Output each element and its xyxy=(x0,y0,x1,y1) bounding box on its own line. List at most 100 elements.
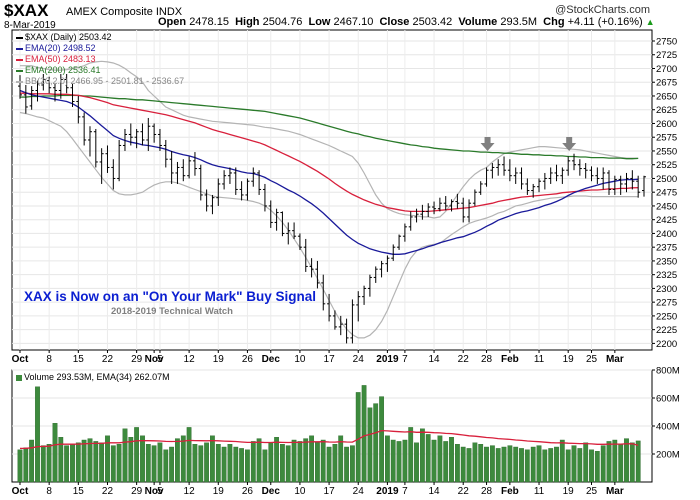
volume-bar xyxy=(355,392,361,483)
volume-bar xyxy=(256,438,262,483)
volume-bar xyxy=(612,439,618,483)
ohlc-bar xyxy=(175,161,180,184)
volume-bar xyxy=(536,445,542,483)
ohlc-bar xyxy=(70,83,75,107)
x-axis-tick-label: Nov xyxy=(145,354,164,365)
ohlc-bar xyxy=(583,163,588,179)
x-axis-tick-label: 11 xyxy=(534,354,545,365)
volume-bar xyxy=(425,434,431,483)
ohlc-bar xyxy=(566,156,571,176)
volume-bar xyxy=(140,435,145,483)
volume-bar xyxy=(180,435,186,483)
vol-x-axis-tick-label: Oct xyxy=(12,486,29,497)
ohlc-bar xyxy=(292,222,297,239)
ohlc-bar xyxy=(315,260,320,289)
volume-bar xyxy=(379,396,384,483)
volume-bar xyxy=(244,449,250,483)
volume-bar xyxy=(128,437,134,483)
price-y-tick-label: 2225 xyxy=(656,325,677,336)
ohlc-bar xyxy=(134,128,139,149)
volume-bar xyxy=(624,438,629,483)
ohlc-bar xyxy=(589,166,594,182)
ohlc-bar xyxy=(181,159,186,182)
volume-bar xyxy=(87,438,93,483)
ohlc-bar xyxy=(367,274,372,297)
ema50-swatch-icon xyxy=(16,58,23,61)
volume-y-axis: 200M 400M 600M 800M xyxy=(652,366,680,461)
volume-bar xyxy=(594,451,600,483)
volume-bar xyxy=(268,442,274,483)
volume-bar xyxy=(559,439,565,483)
ohlc-bar xyxy=(437,197,442,212)
up-arrow-icon: ▲ xyxy=(645,17,655,27)
ohlc-bar xyxy=(618,175,623,195)
price-gridlines xyxy=(12,30,652,350)
volume-ema-line xyxy=(19,429,639,450)
annotation-title: XAX is Now on an "On Your Mark" Buy Sign… xyxy=(24,289,316,304)
signal-arrows xyxy=(480,137,577,151)
x-axis-tick-label: Oct xyxy=(12,354,29,365)
ohlc-bar xyxy=(321,274,326,311)
ohlc-bar xyxy=(286,222,291,245)
ohlc-bar xyxy=(76,95,81,124)
volume-bar xyxy=(198,445,204,483)
x-axis-tick-label: 22 xyxy=(458,354,470,365)
ohlc-bar xyxy=(58,73,63,99)
vol-x-axis-tick-label: Dec xyxy=(262,486,281,497)
volume-panel: 200M 400M 600M 800M xyxy=(11,366,680,483)
volume-bar xyxy=(460,446,466,483)
volume-bar xyxy=(571,445,577,483)
ohlc-swatch-icon xyxy=(16,36,23,39)
volume-bar xyxy=(134,427,139,483)
ohlc-bar xyxy=(601,167,606,190)
quote-date: 8-Mar-2019 xyxy=(4,20,56,31)
volume-bar xyxy=(373,403,379,483)
volume-bar xyxy=(122,428,128,483)
x-axis-tick-label: 12 xyxy=(184,354,196,365)
ohlc-bar xyxy=(612,175,617,195)
ohlc-bar xyxy=(18,75,22,99)
vol-x-axis-tick-label: 22 xyxy=(458,486,470,497)
price-y-tick-label: 2400 xyxy=(656,229,677,240)
volume-bar xyxy=(250,441,256,483)
ohlc-bar xyxy=(268,200,273,228)
volume-bar xyxy=(629,442,635,483)
ohlc-bar xyxy=(280,211,285,237)
ohlc-bar xyxy=(274,208,279,231)
vol-x-axis-tick-label: 12 xyxy=(184,486,196,497)
x-axis-tick-label: 5 xyxy=(157,354,163,365)
volume-bar xyxy=(554,446,559,483)
price-y-tick-label: 2525 xyxy=(656,160,677,171)
price-y-axis: 2200 2225 2250 2275 2300 2325 2350 2375 2400 2425… xyxy=(652,36,677,350)
volume-bar xyxy=(23,447,29,483)
volume-bar xyxy=(169,446,174,483)
volume-bar xyxy=(35,386,40,483)
ohlc-bar xyxy=(379,260,384,278)
ohlc-bar xyxy=(99,148,104,184)
ohlc-bar xyxy=(82,112,87,146)
volume-bar xyxy=(52,423,58,483)
volume-bar xyxy=(565,449,571,483)
ohlc-bar xyxy=(222,170,227,190)
volume-bar xyxy=(490,445,495,483)
volume-bar xyxy=(110,445,116,483)
ema200-line xyxy=(20,94,639,160)
ohlc-bar xyxy=(397,234,402,250)
high-value: 2504.76 xyxy=(262,16,303,28)
volume-bar xyxy=(635,440,641,483)
ohlc-bar xyxy=(443,196,448,211)
ohlc-bar xyxy=(227,167,232,184)
volume-bar xyxy=(484,446,489,483)
ohlc-bar xyxy=(35,80,40,102)
volume-bar xyxy=(58,437,64,483)
price-y-tick-label: 2750 xyxy=(656,36,677,47)
volume-bar xyxy=(583,442,589,483)
ohlc-bar xyxy=(204,189,209,212)
ohlc-bar xyxy=(157,128,162,151)
x-axis-tick-label: 29 xyxy=(131,354,143,365)
ema20-swatch-icon xyxy=(16,47,23,50)
x-axis-tick-label: 19 xyxy=(563,354,575,365)
volume-bar xyxy=(64,445,70,483)
